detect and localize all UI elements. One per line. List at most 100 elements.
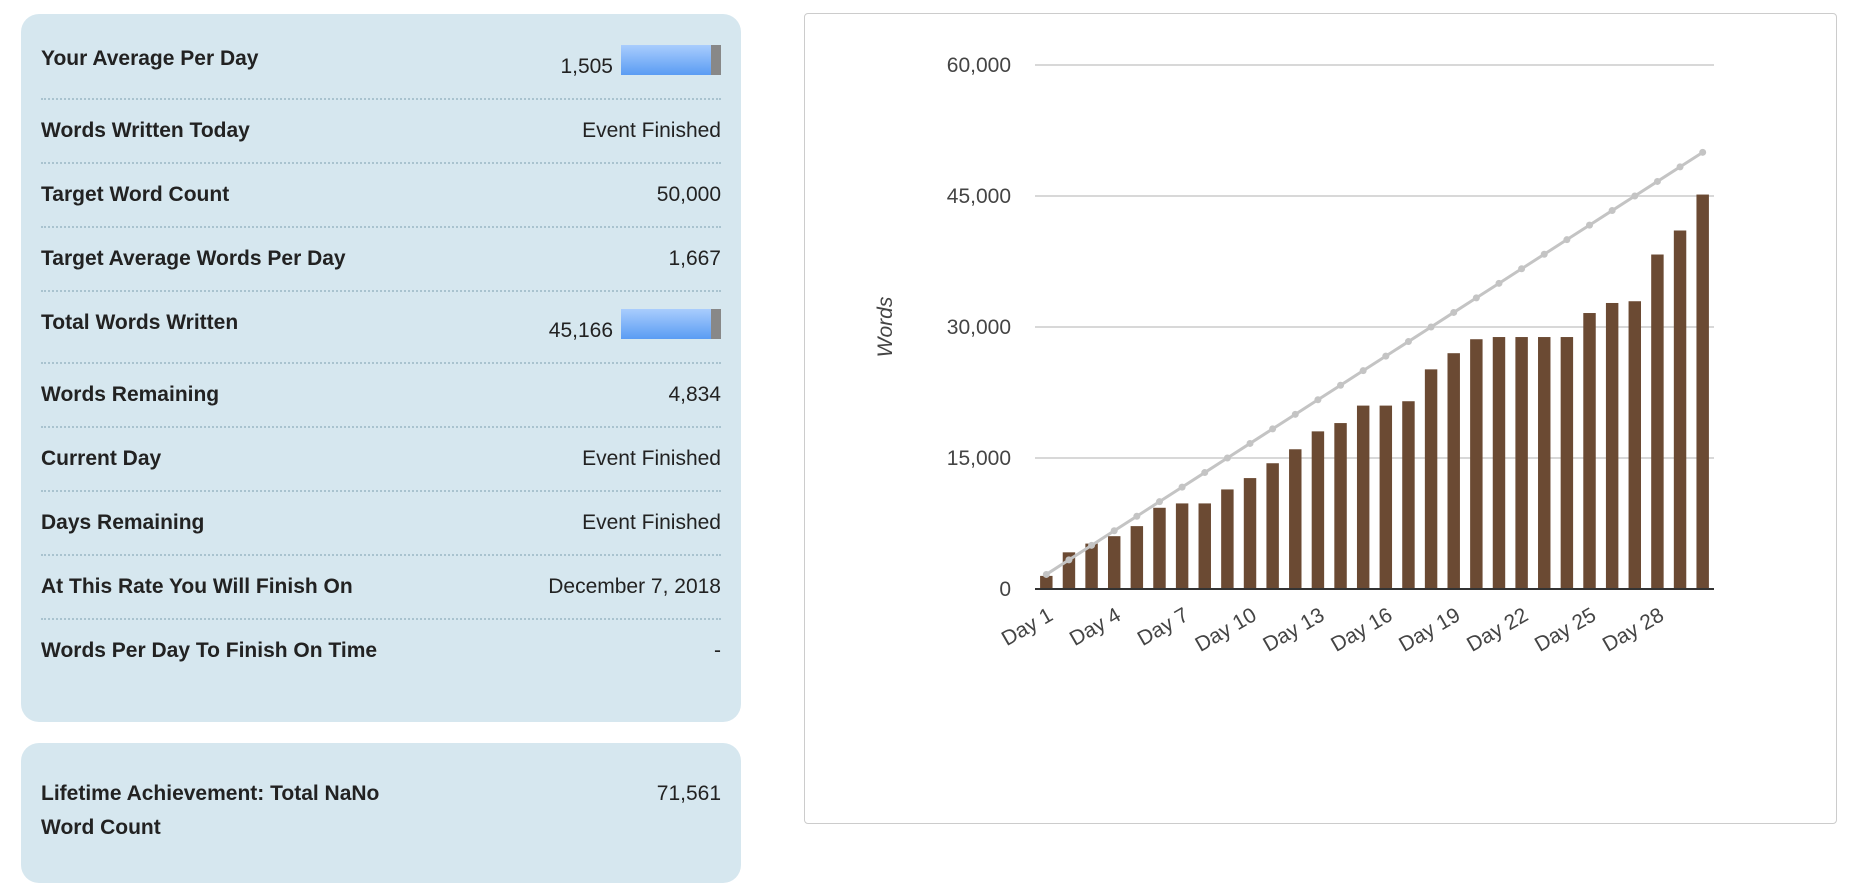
stat-row: At This Rate You Will Finish On December … xyxy=(41,556,721,620)
target-point-day-14 xyxy=(1337,381,1345,389)
stat-row: Your Average Per Day 1,505 xyxy=(41,28,721,100)
bar-day-14 xyxy=(1334,423,1347,589)
target-point-day-2 xyxy=(1065,556,1073,564)
target-point-day-19 xyxy=(1450,308,1458,316)
bar-day-25 xyxy=(1583,313,1596,589)
stat-row: Words Written Today Event Finished xyxy=(41,100,721,164)
x-tick-label: Day 22 xyxy=(1463,603,1532,656)
y-axis-label: Words xyxy=(874,296,897,357)
stat-row: Days Remaining Event Finished xyxy=(41,492,721,556)
target-point-day-16 xyxy=(1382,352,1390,360)
bar-day-26 xyxy=(1605,302,1619,589)
bar-day-21 xyxy=(1492,337,1506,589)
stat-value: 1,667 xyxy=(668,247,721,270)
target-point-day-18 xyxy=(1427,323,1435,331)
stat-value: Event Finished xyxy=(582,447,721,470)
stat-row: Current Day Event Finished xyxy=(41,428,721,492)
target-point-day-27 xyxy=(1631,192,1639,200)
stat-value-wrap: Event Finished xyxy=(582,506,721,540)
stat-value: 45,166 xyxy=(548,319,613,342)
target-point-day-6 xyxy=(1155,498,1163,506)
target-point-day-10 xyxy=(1246,439,1254,447)
target-point-day-30 xyxy=(1699,148,1707,156)
stat-label: Words Per Day To Finish On Time xyxy=(41,639,378,662)
bar-day-17 xyxy=(1402,401,1415,589)
target-point-day-15 xyxy=(1359,367,1367,375)
stat-value-wrap: 45,166 xyxy=(549,306,721,348)
y-tick-label: 60,000 xyxy=(947,54,1011,77)
stat-value-wrap: 1,505 xyxy=(560,42,721,84)
stat-value-wrap: 50,000 xyxy=(657,178,721,212)
stat-value-wrap: 1,667 xyxy=(668,242,721,276)
stat-row: Words Remaining 4,834 xyxy=(41,364,721,428)
target-point-day-22 xyxy=(1518,265,1526,273)
bar-day-16 xyxy=(1379,405,1393,589)
chart-container xyxy=(804,13,1837,824)
target-point-day-20 xyxy=(1472,294,1480,302)
target-point-day-7 xyxy=(1178,483,1186,491)
stat-label: Current Day xyxy=(41,447,162,470)
stat-label: At This Rate You Will Finish On xyxy=(41,575,353,598)
stat-value: 50,000 xyxy=(656,183,721,206)
bar-day-19 xyxy=(1447,353,1460,589)
bar-day-6 xyxy=(1153,507,1166,589)
target-point-day-5 xyxy=(1133,512,1141,520)
bar-day-4 xyxy=(1107,536,1121,589)
target-line xyxy=(1045,151,1704,576)
y-tick-label: 45,000 xyxy=(947,185,1011,208)
stats-panel: Your Average Per Day 1,505 Words Written T… xyxy=(21,14,741,722)
bar-day-18 xyxy=(1424,369,1438,589)
bar-day-20 xyxy=(1470,339,1483,589)
target-point-day-8 xyxy=(1201,469,1209,477)
stat-value-wrap: 4,834 xyxy=(668,378,721,412)
stat-label: Days Remaining xyxy=(41,511,205,534)
stat-value: 4,834 xyxy=(668,383,721,406)
x-tick-label: Day 1 xyxy=(998,603,1057,650)
stat-value-wrap: Event Finished xyxy=(582,114,721,148)
lifetime-row: Lifetime Achievement: Total NaNo Word Co… xyxy=(41,763,721,859)
stat-row: Words Per Day To Finish On Time - xyxy=(41,620,721,682)
target-point-day-17 xyxy=(1404,338,1412,346)
stat-label: Words Written Today xyxy=(41,119,250,142)
bar-day-1 xyxy=(1040,575,1053,589)
stat-value: 1,505 xyxy=(560,55,613,78)
stat-row: Target Word Count 50,000 xyxy=(41,164,721,228)
stat-value-wrap: December 7, 2018 xyxy=(548,570,721,604)
target-point-day-1 xyxy=(1042,570,1050,578)
stat-label: Total Words Written xyxy=(41,311,239,334)
bar-day-22 xyxy=(1515,337,1528,589)
target-point-day-28 xyxy=(1653,177,1661,185)
bar-day-28 xyxy=(1651,254,1664,589)
stat-value-wrap: Event Finished xyxy=(582,442,721,476)
bar-day-11 xyxy=(1266,463,1279,589)
target-point-day-29 xyxy=(1676,163,1684,171)
bar-day-27 xyxy=(1628,301,1642,589)
stat-label: Target Word Count xyxy=(41,183,230,206)
target-point-day-9 xyxy=(1223,454,1231,462)
y-tick-label: 0 xyxy=(999,578,1011,601)
bar-day-30 xyxy=(1696,194,1709,589)
bar-day-8 xyxy=(1198,503,1211,589)
x-tick-label: Day 7 xyxy=(1134,603,1193,650)
x-tick-label: Day 13 xyxy=(1259,603,1328,656)
stat-label: Words Remaining xyxy=(41,383,220,406)
words-chart: 0 15,000 30,000 45,000 60,000 Day 1 Day 4 Day 7… xyxy=(874,54,1714,657)
x-tick-label: Day 19 xyxy=(1395,603,1464,656)
x-tick-label: Day 10 xyxy=(1191,603,1260,656)
progress-bar xyxy=(621,45,721,75)
bar-day-13 xyxy=(1311,431,1325,589)
target-point-day-3 xyxy=(1088,541,1096,549)
target-point-day-4 xyxy=(1110,527,1118,535)
stat-value: 71,561 xyxy=(656,782,721,805)
bar-day-9 xyxy=(1221,489,1234,589)
y-tick-label: 30,000 xyxy=(947,316,1011,339)
x-tick-label: Day 25 xyxy=(1531,603,1600,656)
bar-day-7 xyxy=(1175,503,1189,589)
bar-day-12 xyxy=(1289,449,1302,589)
target-point-day-25 xyxy=(1586,221,1594,229)
bar-day-15 xyxy=(1356,405,1370,589)
stat-value-wrap: - xyxy=(714,634,721,668)
bar-day-5 xyxy=(1130,526,1144,589)
bar-day-29 xyxy=(1673,230,1687,589)
y-tick-label: 15,000 xyxy=(947,447,1011,470)
